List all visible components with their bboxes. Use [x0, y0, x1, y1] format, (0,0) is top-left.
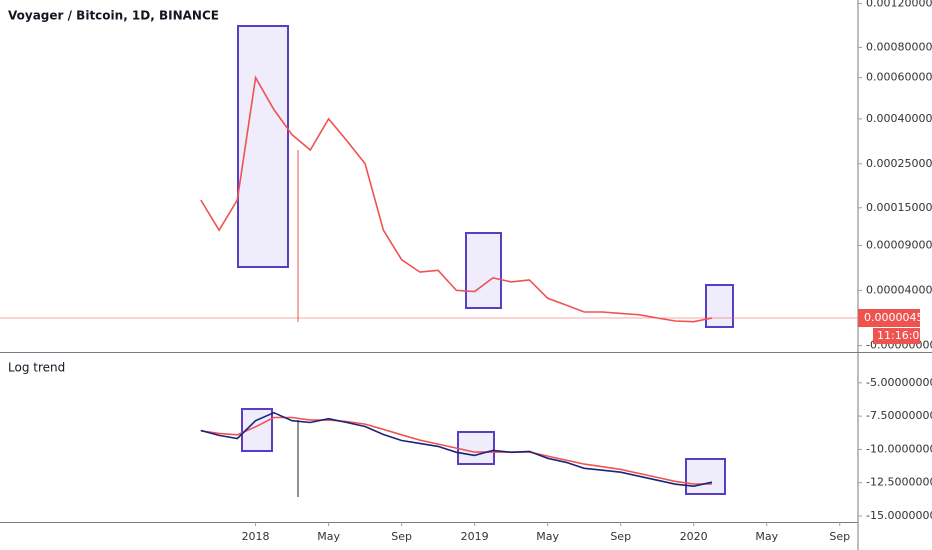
y-tick-label: -10.00000000 [866, 442, 932, 455]
y-tick-label: -5.00000000 [866, 376, 932, 389]
highlight-box [457, 431, 495, 465]
x-tick-label: May [755, 530, 778, 543]
highlight-box [685, 458, 726, 495]
series-line [200, 411, 713, 488]
pane-title: Log trend [8, 361, 65, 375]
x-tick-label: May [536, 530, 559, 543]
x-tick-label: 2020 [680, 530, 708, 543]
y-tick-label: -15.00000000 [866, 509, 932, 522]
y-tick-label: 0.00080000 [866, 40, 932, 53]
y-tick-label: 0.00120000 [866, 0, 932, 10]
y-tick-label: 0.00060000 [866, 71, 932, 84]
last-price-label: 0.00000456 [864, 311, 930, 324]
chart-title: Voyager / Bitcoin, 1D, BINANCE [8, 9, 219, 23]
countdown-badge [873, 328, 920, 345]
y-tick-label: -12.50000000 [866, 476, 932, 489]
x-tick-label: Sep [610, 530, 631, 543]
series-line [200, 75, 713, 323]
highlight-box [705, 284, 734, 328]
x-tick-label: 2019 [461, 530, 489, 543]
x-tick-label: Sep [829, 530, 850, 543]
y-tick-label: 0.00009000 [866, 238, 932, 251]
y-tick-label: 0.00004000 [866, 283, 932, 296]
countdown-label: 11:16:05 [877, 329, 926, 342]
y-tick-label: 0.00015000 [866, 201, 932, 214]
y-tick-label: 0.00040000 [866, 112, 932, 125]
highlight-box [465, 232, 502, 309]
highlight-box [237, 25, 289, 268]
x-tick-label: 2018 [242, 530, 270, 543]
y-tick-label: 0.00025000 [866, 157, 932, 170]
last-price-badge [858, 309, 920, 328]
x-tick-label: May [317, 530, 340, 543]
y-tick-label: -7.50000000 [866, 409, 932, 422]
x-tick-label: Sep [391, 530, 412, 543]
